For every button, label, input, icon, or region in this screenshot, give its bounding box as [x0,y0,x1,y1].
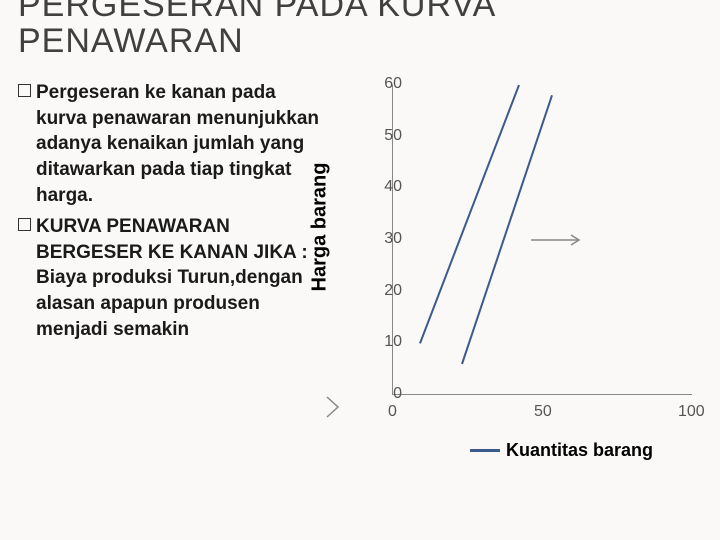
bullet-list: Pergeseran ke kanan pada kurva penawaran… [18,80,328,348]
bullet-marker-icon [18,84,31,97]
x-tick-label: 100 [678,403,705,421]
page-title: PERGESERAN PADA KURVA PENAWARAN [18,0,496,59]
x-tick-label: 50 [534,403,552,421]
bullet-marker-icon [18,218,31,231]
legend: Kuantitas barang [470,440,653,461]
y-tick-label: 10 [384,333,402,351]
supply-line [462,95,552,364]
y-tick-label: 60 [384,75,402,93]
supply-curve-chart: Harga barang 0102030405060 050100 Kuanti… [330,85,710,475]
list-item: KURVA PENAWARAN BERGESER KE KANAN JIKA :… [18,214,328,342]
plot-area [392,85,692,395]
title-line-1: PERGESERAN PADA KURVA [18,0,496,24]
x-tick-label: 0 [388,403,397,421]
legend-line-icon [470,449,500,452]
y-axis-label: Harga barang [309,163,332,292]
y-tick-label: 0 [393,385,402,403]
legend-label: Kuantitas barang [506,440,653,461]
supply-line [420,85,519,343]
plot-svg [393,85,693,395]
y-tick-label: 40 [384,178,402,196]
bullet-text: Pergeseran ke kanan pada kurva penawaran… [36,80,328,208]
y-tick-label: 50 [384,127,402,145]
y-tick-label: 30 [384,230,402,248]
axis-arrow-icon [324,395,344,425]
title-line-2: PENAWARAN [18,24,496,60]
bullet-text: KURVA PENAWARAN BERGESER KE KANAN JIKA :… [36,214,328,342]
y-tick-label: 20 [384,282,402,300]
list-item: Pergeseran ke kanan pada kurva penawaran… [18,80,328,208]
